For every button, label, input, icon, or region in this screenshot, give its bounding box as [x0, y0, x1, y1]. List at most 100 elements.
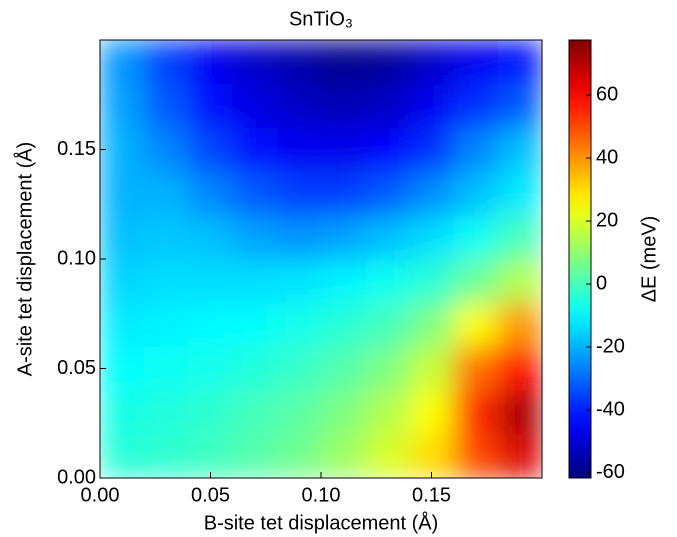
heat-cell [409, 390, 455, 435]
heat-cell [100, 302, 145, 348]
x-tick-label: 0.10 [302, 484, 341, 506]
y-tick-label: 0.05 [57, 357, 96, 379]
heat-cell [365, 127, 410, 172]
heat-cell [232, 171, 278, 216]
heat-cell [232, 40, 278, 85]
x-tick-label: 0.15 [412, 484, 451, 506]
heat-cell [497, 171, 542, 216]
heat-cell [409, 434, 455, 478]
heat-cell [321, 434, 366, 478]
colorbar [568, 39, 592, 479]
heat-cell [144, 215, 189, 260]
heat-cell [321, 40, 366, 85]
heat-cell [409, 127, 455, 172]
heat-cell [100, 215, 145, 260]
heat-cell [321, 127, 366, 172]
heat-cell [276, 40, 322, 85]
heat-cell [321, 346, 366, 391]
heat-cell [188, 215, 234, 260]
heat-cell [100, 40, 145, 85]
heat-cell [188, 346, 234, 391]
heat-cell [188, 434, 234, 478]
heat-cell [144, 171, 189, 216]
x-tick-label: 0.05 [191, 484, 230, 506]
heat-cell [497, 390, 542, 435]
heat-cell [497, 434, 542, 478]
heat-cell [365, 302, 410, 348]
heat-cell [276, 434, 322, 478]
heat-cell [409, 215, 455, 260]
colorbar-tick-label: -40 [596, 398, 625, 420]
heat-cell [321, 259, 366, 304]
heat-cell [276, 390, 322, 435]
heat-cell [453, 390, 499, 435]
heat-cell [188, 127, 234, 172]
heat-cell [497, 83, 542, 129]
heat-cell [232, 127, 278, 172]
heat-cell [365, 434, 410, 478]
heat-cell [144, 127, 189, 172]
heat-cell [276, 171, 322, 216]
colorbar-tick-label: -60 [596, 461, 625, 483]
heat-cell [321, 302, 366, 348]
heat-cell [144, 302, 189, 348]
heat-cell [276, 346, 322, 391]
colorbar-tick-label: -20 [596, 335, 625, 357]
heat-cell [365, 346, 410, 391]
heat-cell [276, 83, 322, 129]
colorbar-tick-label: 60 [596, 83, 618, 105]
y-axis-label: A-site tet displacement (Å) [13, 142, 36, 377]
heat-cell [453, 302, 499, 348]
heat-cell [409, 346, 455, 391]
heat-cell [453, 83, 499, 129]
x-axis-label: B-site tet displacement (Å) [204, 511, 439, 534]
heat-cell [409, 40, 455, 85]
colorbar-tick-label: 40 [596, 146, 618, 168]
heat-cell [409, 259, 455, 304]
heat-cell [232, 346, 278, 391]
heat-cell [409, 302, 455, 348]
heat-cell [276, 215, 322, 260]
heat-cell [321, 390, 366, 435]
heat-cell [365, 215, 410, 260]
heat-cell [453, 127, 499, 172]
heat-cell [365, 83, 410, 129]
heat-cell [144, 259, 189, 304]
heat-cell [453, 171, 499, 216]
heat-cell [188, 302, 234, 348]
heat-cell [232, 259, 278, 304]
heat-cell [453, 346, 499, 391]
heat-cell [232, 83, 278, 129]
heat-cell [232, 434, 278, 478]
x-tick-label: 0.00 [81, 484, 120, 506]
heat-cell [188, 40, 234, 85]
heat-cell [409, 83, 455, 129]
colorbar-tick-label: 0 [596, 272, 607, 294]
colorbar-tick-label: 20 [596, 209, 618, 231]
heat-cell [497, 215, 542, 260]
heat-cell [321, 171, 366, 216]
colorbar-label: ΔE (meV) [638, 216, 660, 303]
heat-cell [100, 390, 145, 435]
heat-cell [453, 215, 499, 260]
y-tick-label: 0.15 [57, 138, 96, 160]
heat-cell [276, 259, 322, 304]
heat-cell [232, 390, 278, 435]
heat-cell [409, 171, 455, 216]
heat-cell [144, 346, 189, 391]
y-tick-label: 0.10 [57, 247, 96, 269]
heat-cell [100, 127, 145, 172]
heat-cell [497, 40, 542, 85]
heatmap [100, 40, 542, 478]
heat-cell [453, 259, 499, 304]
heat-cell [232, 302, 278, 348]
heat-cell [453, 40, 499, 85]
heat-cell [365, 40, 410, 85]
heat-cell [188, 390, 234, 435]
heat-cell [100, 346, 145, 391]
heat-cell [321, 83, 366, 129]
heat-cell [321, 215, 366, 260]
heat-cell [497, 346, 542, 391]
heat-cell [188, 171, 234, 216]
